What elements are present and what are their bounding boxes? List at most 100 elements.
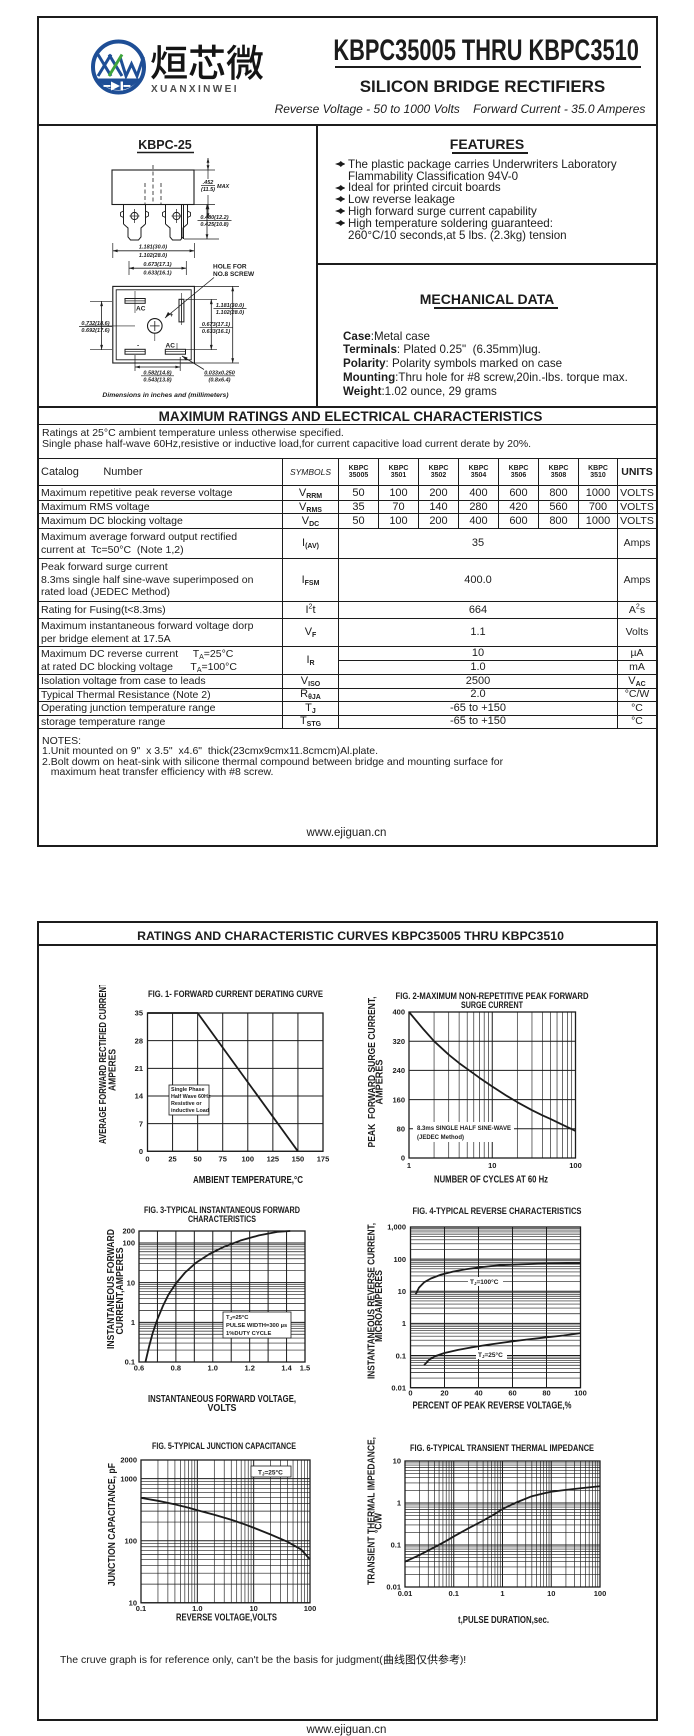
svg-text:1.4: 1.4: [281, 1364, 292, 1373]
svg-text:.452: .452: [203, 180, 214, 186]
svg-text:1: 1: [500, 1589, 504, 1598]
svg-text:1: 1: [397, 1499, 401, 1508]
svg-text:0: 0: [408, 1389, 412, 1398]
svg-text:0.6: 0.6: [134, 1364, 144, 1373]
svg-text:TRANSIENT THERMAL IMPEDANCE,: TRANSIENT THERMAL IMPEDANCE,: [366, 1437, 378, 1585]
svg-text:inductive Load: inductive Load: [171, 1108, 209, 1114]
svg-text:0.8: 0.8: [171, 1364, 181, 1373]
svg-text:1.181(30.0): 1.181(30.0): [139, 245, 167, 251]
svg-text:10: 10: [398, 1287, 406, 1296]
svg-text:10: 10: [129, 1599, 137, 1608]
svg-text:0: 0: [139, 1147, 143, 1156]
svg-text:MICROAMPERES: MICROAMPERES: [373, 1270, 385, 1342]
svg-text:100: 100: [594, 1589, 607, 1598]
svg-text:+: +: [170, 312, 174, 319]
svg-text:40: 40: [474, 1389, 482, 1398]
svg-text:8.3ms SINGLE HALF SINE-WAVE: 8.3ms SINGLE HALF SINE-WAVE: [417, 1125, 512, 1132]
svg-text:100: 100: [574, 1389, 587, 1398]
svg-text:1.102(28.0): 1.102(28.0): [216, 310, 244, 316]
svg-text:(JEDEC Method): (JEDEC Method): [417, 1134, 464, 1141]
svg-text:TJ=100°C: TJ=100°C: [470, 1278, 499, 1286]
svg-text:AMPERES: AMPERES: [107, 1049, 119, 1091]
svg-text:AMBIENT TEMPERATURE,°C: AMBIENT TEMPERATURE,°C: [193, 1174, 303, 1186]
svg-text:VOLTS: VOLTS: [208, 1402, 237, 1414]
svg-text:10: 10: [249, 1604, 257, 1613]
svg-text:35: 35: [135, 1009, 143, 1018]
svg-text:10: 10: [488, 1161, 496, 1170]
svg-text:400: 400: [392, 1008, 405, 1017]
svg-text:PULSE WIDTH=300 µs: PULSE WIDTH=300 µs: [226, 1323, 287, 1329]
svg-text:FIG. 6-TYPICAL TRANSIENT THERM: FIG. 6-TYPICAL TRANSIENT THERMAL IMPEDAN…: [410, 1443, 594, 1454]
svg-text:60: 60: [508, 1389, 516, 1398]
svg-text:TJ=25°C: TJ=25°C: [258, 1469, 283, 1477]
svg-text:NUMBER OF CYCLES AT 60 Hz: NUMBER OF CYCLES AT 60 Hz: [434, 1174, 548, 1186]
svg-text:160: 160: [392, 1095, 405, 1104]
svg-text:2000: 2000: [120, 1456, 137, 1465]
svg-text:25: 25: [168, 1155, 176, 1164]
svg-text:FIG. 3-TYPICAL INSTANTANEOUS F: FIG. 3-TYPICAL INSTANTANEOUS FORWARD: [144, 1205, 300, 1216]
svg-text:0.673(17.1): 0.673(17.1): [202, 322, 230, 328]
svg-text:7: 7: [139, 1119, 143, 1128]
svg-text:PEAK FORWARD SURGE CURRENT,: PEAK FORWARD SURGE CURRENT,: [366, 996, 378, 1147]
svg-text:75: 75: [219, 1155, 227, 1164]
svg-text:100: 100: [304, 1604, 317, 1613]
svg-text:28: 28: [135, 1036, 143, 1045]
svg-text:KBPC-25: KBPC-25: [138, 138, 192, 152]
svg-text:-: -: [137, 343, 139, 350]
svg-text:125: 125: [267, 1155, 280, 1164]
svg-text:0: 0: [145, 1155, 149, 1164]
svg-text:TJ=25°C: TJ=25°C: [226, 1315, 249, 1321]
svg-text:Resistive or: Resistive or: [171, 1101, 202, 1107]
svg-text:FIG. 5-TYPICAL JUNCTION CAPACI: FIG. 5-TYPICAL JUNCTION CAPACITANCE: [152, 1441, 296, 1452]
svg-text:AMPERES: AMPERES: [374, 1060, 386, 1105]
svg-text:AC: AC: [136, 306, 146, 313]
svg-text:100: 100: [122, 1239, 135, 1248]
svg-text:100: 100: [242, 1155, 255, 1164]
svg-text:150: 150: [292, 1155, 305, 1164]
svg-text:1: 1: [402, 1319, 406, 1328]
svg-text:(11.5): (11.5): [201, 187, 215, 193]
svg-text:14: 14: [135, 1092, 144, 1101]
svg-text:10: 10: [127, 1278, 135, 1287]
svg-text:1: 1: [131, 1318, 135, 1327]
svg-text:JUNCTION CAPACITANCE, pF: JUNCTION CAPACITANCE, pF: [106, 1463, 118, 1586]
svg-text:1000: 1000: [120, 1474, 137, 1483]
svg-text:1.0: 1.0: [208, 1364, 218, 1373]
svg-text:°C/W: °C/W: [373, 1513, 385, 1533]
svg-text:0.692(17.6): 0.692(17.6): [81, 328, 109, 334]
svg-text:0.033x0.250: 0.033x0.250: [204, 370, 235, 376]
svg-text:80: 80: [397, 1125, 405, 1134]
svg-text:1,000: 1,000: [387, 1223, 406, 1232]
svg-text:MAX: MAX: [217, 184, 230, 190]
svg-text:0.582(14.8): 0.582(14.8): [143, 370, 171, 376]
svg-text:0.633(16.1): 0.633(16.1): [202, 329, 230, 335]
svg-text:0.01: 0.01: [391, 1383, 406, 1392]
svg-text:NO.8 SCREW: NO.8 SCREW: [213, 271, 255, 278]
svg-text:CHARACTERISTICS: CHARACTERISTICS: [188, 1214, 256, 1225]
svg-text:0.1: 0.1: [125, 1358, 135, 1367]
svg-text:REVERSE VOLTAGE,VOLTS: REVERSE VOLTAGE,VOLTS: [176, 1612, 277, 1624]
svg-text:0.425(10.8): 0.425(10.8): [200, 222, 228, 228]
svg-text:10: 10: [547, 1589, 555, 1598]
svg-text:1.181(30.0): 1.181(30.0): [216, 303, 244, 309]
svg-text:CURRENT,AMPERES: CURRENT,AMPERES: [114, 1248, 126, 1335]
svg-text:FIG. 4-TYPICAL REVERSE CHARACT: FIG. 4-TYPICAL REVERSE CHARACTERISTICS: [413, 1206, 582, 1217]
svg-text:50: 50: [193, 1155, 201, 1164]
svg-text:0.673(17.1): 0.673(17.1): [143, 262, 171, 268]
svg-text:0.480(12.2): 0.480(12.2): [200, 215, 228, 221]
svg-text:FIG. 1- FORWARD CURRENT DERATI: FIG. 1- FORWARD CURRENT DERATING CURVE: [148, 989, 323, 1000]
svg-text:0.1: 0.1: [391, 1541, 401, 1550]
svg-text:200: 200: [122, 1227, 135, 1236]
svg-text:SURGE CURRENT: SURGE CURRENT: [461, 1000, 523, 1011]
svg-text:1: 1: [407, 1161, 411, 1170]
svg-text:240: 240: [392, 1066, 405, 1075]
svg-text:INSTANTANEOUS FORWARD: INSTANTANEOUS FORWARD: [105, 1229, 117, 1349]
svg-text:0.01: 0.01: [398, 1589, 413, 1598]
svg-text:PERCENT OF PEAK REVERSE VOLTAG: PERCENT OF PEAK REVERSE VOLTAGE,%: [413, 1400, 572, 1412]
svg-text:1.0: 1.0: [192, 1604, 202, 1613]
svg-text:AC: AC: [166, 343, 176, 350]
svg-text:INSTANTANEOUS REVERSE CURRENT,: INSTANTANEOUS REVERSE CURRENT,: [366, 1223, 378, 1379]
svg-text:1.102(28.0): 1.102(28.0): [139, 253, 167, 259]
svg-text:0.1: 0.1: [136, 1604, 146, 1613]
svg-text:HOLE FOR: HOLE FOR: [213, 264, 247, 271]
